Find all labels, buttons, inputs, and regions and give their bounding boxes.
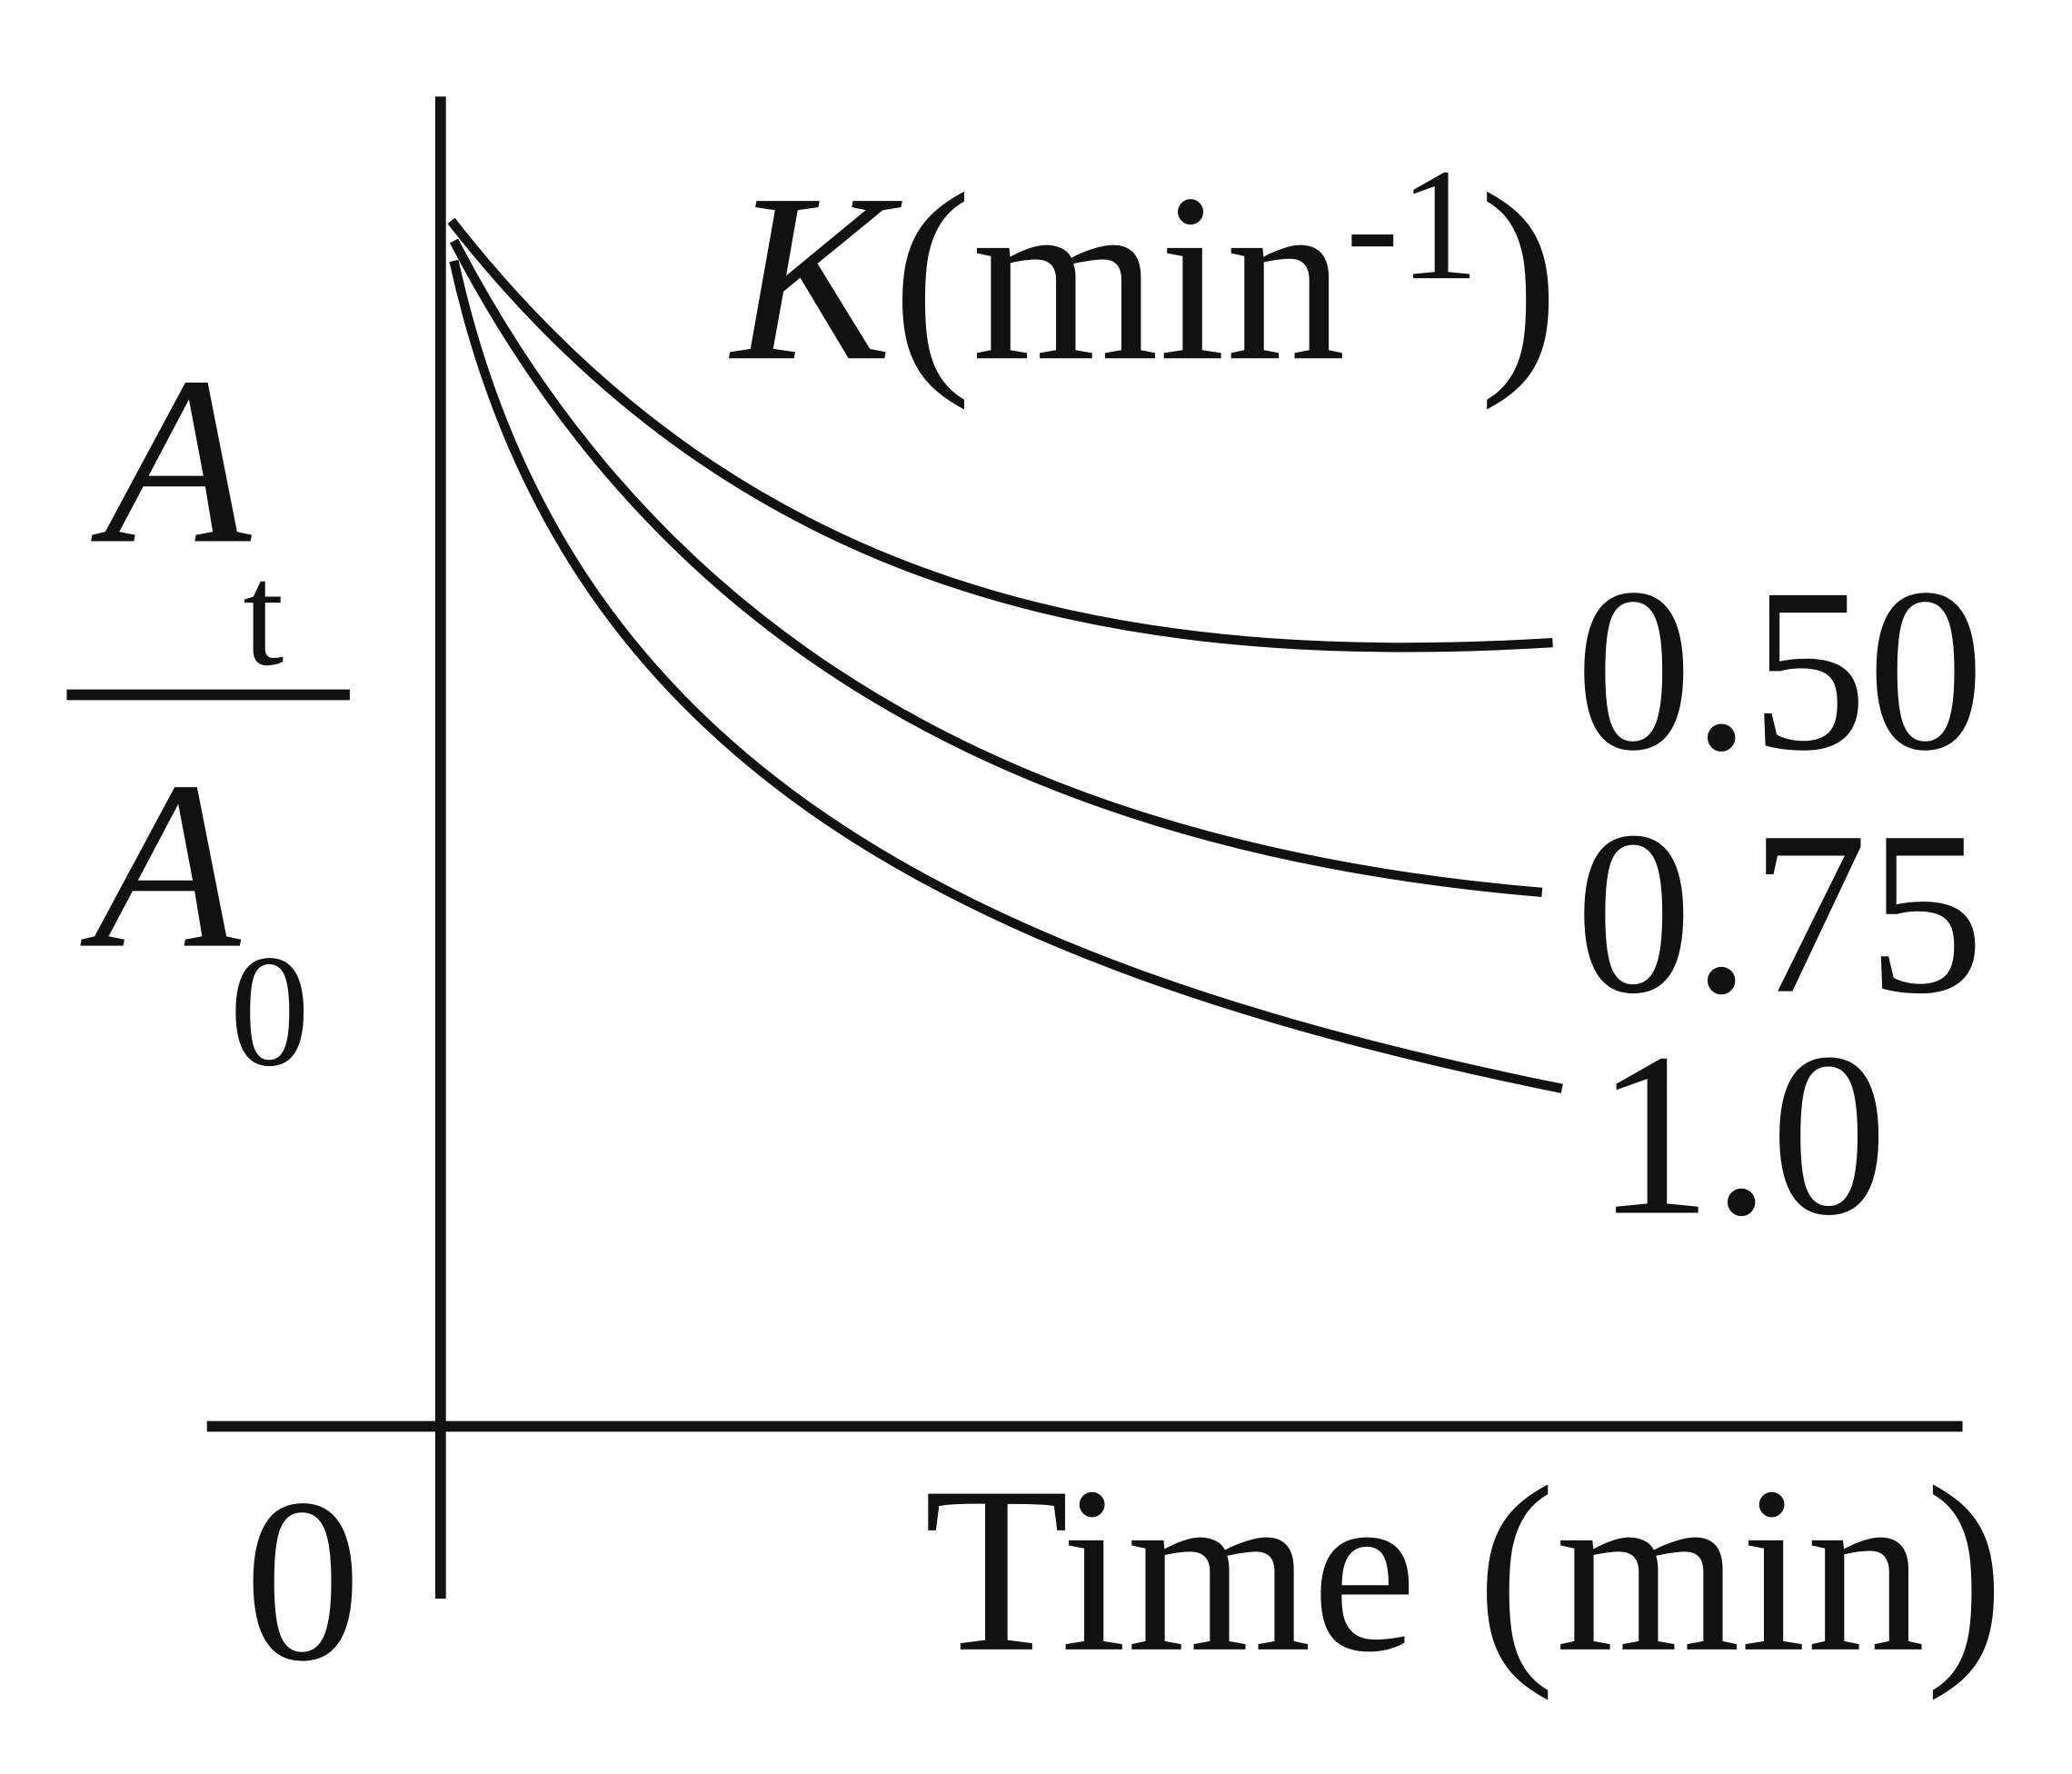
curve-label: 0.50 — [1576, 540, 1985, 799]
y-label-numerator-sub: t — [243, 533, 284, 696]
curve — [449, 238, 1543, 898]
curve — [447, 217, 1553, 653]
k-unit-exp: -1 — [1346, 136, 1479, 314]
y-label-numerator: A — [89, 328, 254, 594]
y-label-denominator-sub: 0 — [230, 922, 310, 1100]
curve — [449, 259, 1563, 1093]
legend-title: K(min-1) — [728, 136, 1559, 411]
origin-label: 0 — [244, 1450, 362, 1709]
k-unit-close: ) — [1479, 145, 1559, 411]
x-axis-label: Time (min) — [924, 1438, 2005, 1701]
y-label-denominator: A — [78, 733, 244, 999]
k-unit: (min — [892, 145, 1345, 411]
k-symbol: K — [728, 145, 904, 411]
curve-label: 1.0 — [1596, 1004, 1888, 1263]
curve-label: 0.75 — [1576, 783, 1985, 1042]
